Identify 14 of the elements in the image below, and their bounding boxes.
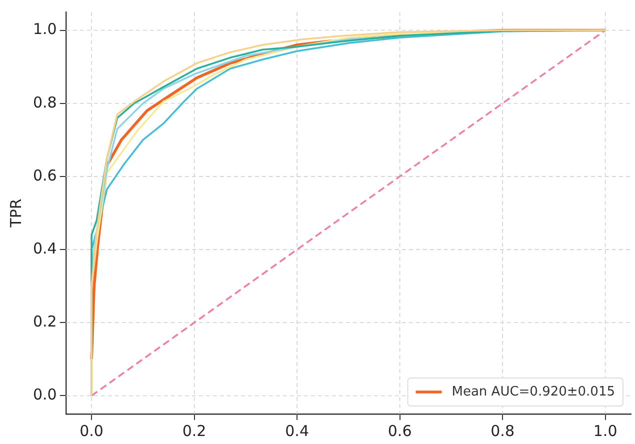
x-tick-label: 0.6 <box>388 422 412 440</box>
x-tick-label: 0.8 <box>490 422 514 440</box>
y-tick-label: 0.0 <box>32 386 57 404</box>
y-tick-label: 1.0 <box>32 20 57 38</box>
y-axis-title: TPR <box>6 198 25 228</box>
x-tick-label: 0.2 <box>182 422 206 440</box>
y-tick-label: 0.8 <box>32 93 57 112</box>
x-tick-label: 1.0 <box>593 422 618 440</box>
x-tick-label: 0.0 <box>80 422 104 440</box>
x-tick-label: 0.4 <box>285 422 309 440</box>
y-tick-label: 0.6 <box>32 166 57 184</box>
legend-label: Mean AUC=0.920±0.015 <box>452 384 616 400</box>
y-tick-label: 0.4 <box>32 239 57 258</box>
y-tick-label: 0.2 <box>32 312 57 331</box>
